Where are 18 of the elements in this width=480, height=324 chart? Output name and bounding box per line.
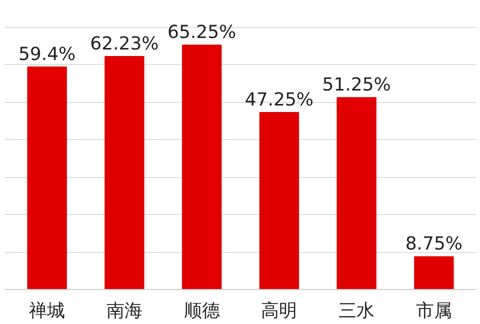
data-label: 47.25% xyxy=(244,90,314,111)
data-label: 59.4% xyxy=(18,44,76,66)
bar xyxy=(27,66,67,290)
data-label: 62.23% xyxy=(90,33,159,54)
bar xyxy=(104,56,144,290)
x-tick-label: 南海 xyxy=(106,300,142,322)
bar xyxy=(259,112,300,290)
data-label: 51.25% xyxy=(322,74,391,96)
data-label: 65.25% xyxy=(167,22,236,44)
x-tick-label: 三水 xyxy=(338,300,375,322)
x-tick-label: 市属 xyxy=(416,300,452,322)
bar xyxy=(182,44,222,290)
x-tick-label: 高明 xyxy=(261,300,298,322)
bar xyxy=(336,97,376,290)
x-tick-label: 顺德 xyxy=(184,300,220,322)
bar xyxy=(414,256,454,290)
data-label: 8.75% xyxy=(405,234,463,255)
x-tick-label: 禅城 xyxy=(29,300,66,322)
